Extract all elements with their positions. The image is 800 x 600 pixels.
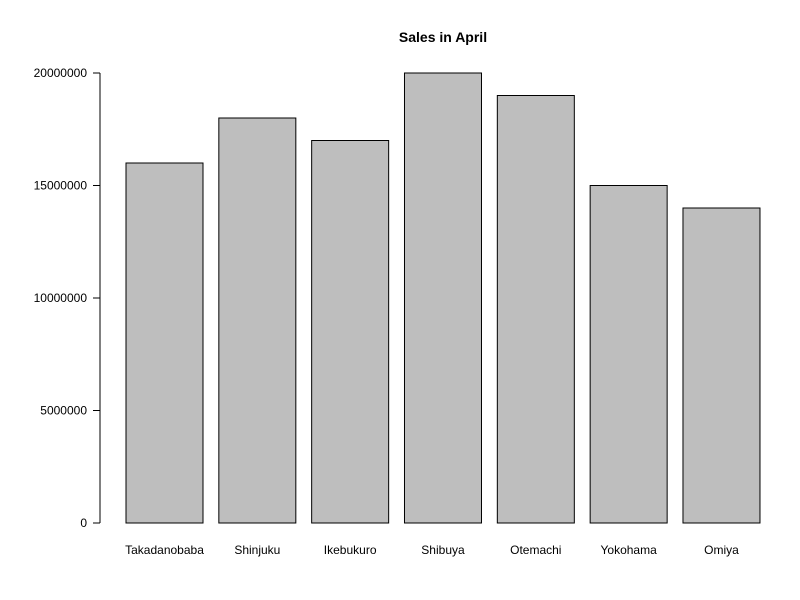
category-label: Takadanobaba <box>125 543 204 557</box>
y-axis: 0 5000000 10000000 15000000 20000000 <box>34 66 101 530</box>
bar-ikebukuro <box>311 140 390 524</box>
bar-otemachi <box>496 95 575 524</box>
bars-group <box>125 72 761 524</box>
category-label: Omiya <box>704 543 739 557</box>
y-tick-label: 0 <box>80 516 87 530</box>
category-label: Shinjuku <box>234 543 280 557</box>
bar-yokohama <box>589 185 668 524</box>
y-tick-label: 10000000 <box>34 291 88 305</box>
y-tick-label: 5000000 <box>40 404 87 418</box>
category-label: Ikebukuro <box>324 543 377 557</box>
category-label: Shibuya <box>421 543 465 557</box>
bar-omiya <box>682 207 761 524</box>
y-tick-label: 15000000 <box>34 179 88 193</box>
y-tick-label: 20000000 <box>34 66 88 80</box>
category-label: Yokohama <box>601 543 658 557</box>
chart-title: Sales in April <box>399 29 487 45</box>
bar-takadanobaba <box>125 162 204 524</box>
category-label: Otemachi <box>510 543 561 557</box>
bar-shinjuku <box>218 117 297 524</box>
bar-shibuya <box>403 72 482 524</box>
category-labels: Takadanobaba Shinjuku Ikebukuro Shibuya Otem… <box>125 543 739 557</box>
